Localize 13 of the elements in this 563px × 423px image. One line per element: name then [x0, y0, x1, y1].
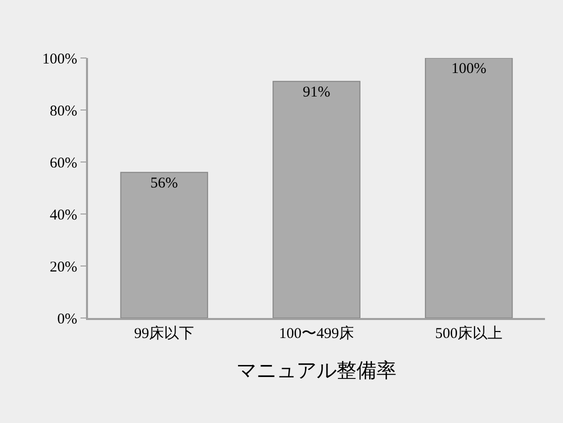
y-tick-label: 0% — [57, 311, 78, 328]
y-tick-label: 80% — [50, 103, 78, 120]
x-tick-label: 100〜499床 — [279, 324, 354, 342]
y-tick-label: 20% — [50, 259, 78, 276]
y-tick-label: 60% — [50, 155, 78, 172]
y-tick-label: 100% — [42, 51, 78, 68]
x-axis-title: マニュアル整備率 — [236, 360, 396, 382]
x-tick-label: 500床以上 — [435, 324, 503, 342]
data-label: 91% — [302, 84, 330, 100]
y-tick-label: 40% — [50, 207, 78, 224]
data-label: 56% — [150, 175, 178, 192]
data-label: 100% — [451, 61, 486, 77]
x-tick-label: 99床以下 — [134, 324, 194, 342]
